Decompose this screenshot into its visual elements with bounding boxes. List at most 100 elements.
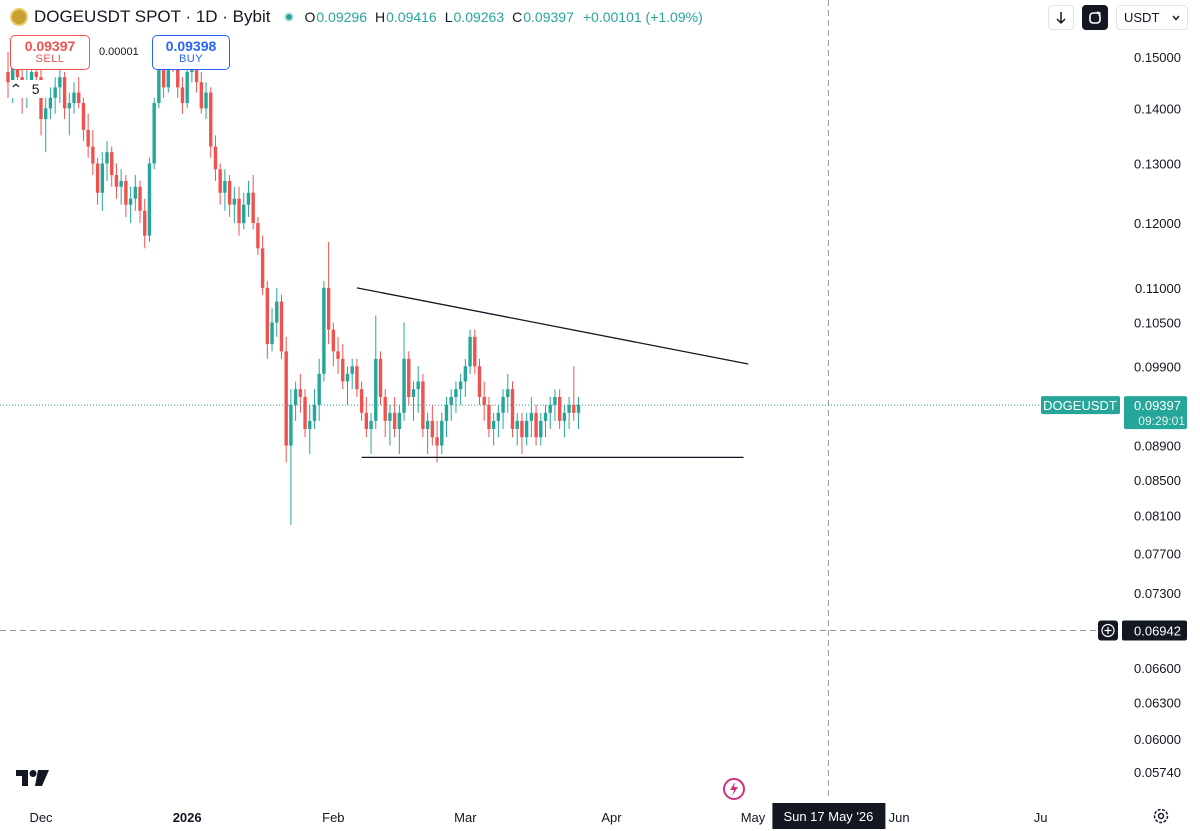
candle <box>133 175 138 211</box>
last-price-value: 0.09397 <box>1134 398 1181 413</box>
ohlc-change: +0.00101 (+1.09%) <box>582 9 703 25</box>
gear-icon[interactable] <box>1152 807 1170 825</box>
candle <box>515 412 519 446</box>
price-tick: 0.05740 <box>1134 765 1181 780</box>
top-toolbar: USDT <box>1048 5 1188 30</box>
candle <box>322 281 326 382</box>
time-tick: Jun <box>889 810 910 825</box>
candle <box>289 389 293 525</box>
candle <box>407 351 411 405</box>
sync-icon <box>1089 10 1101 24</box>
candle <box>359 381 364 421</box>
candle <box>520 412 524 454</box>
candle <box>67 92 71 136</box>
price-tick: 0.14000 <box>1134 101 1181 116</box>
sell-label: SELL <box>35 52 65 65</box>
time-tick: May <box>741 810 766 825</box>
candle <box>510 381 515 438</box>
candle <box>265 281 270 359</box>
indicators-toggle[interactable]: ⌃ 5 <box>8 80 44 98</box>
time-tick: 2026 <box>173 810 202 825</box>
candle <box>232 186 237 224</box>
candle <box>435 420 439 463</box>
candle <box>62 72 67 120</box>
candle <box>58 66 62 104</box>
candle <box>39 66 43 136</box>
time-tick: Dec <box>29 810 53 825</box>
price-tick: 0.06300 <box>1134 696 1181 711</box>
candle <box>227 175 232 217</box>
candle <box>218 163 222 205</box>
candle <box>204 82 208 120</box>
trendline-descending-resistance[interactable] <box>356 287 749 365</box>
crosshair-date-label: Sun 17 May '26 <box>772 803 886 829</box>
tradingview-logo[interactable] <box>16 770 50 788</box>
candle <box>539 412 543 446</box>
candle <box>364 396 369 438</box>
ohlc-low: L0.09263 <box>444 9 505 25</box>
candle <box>506 373 510 413</box>
symbol-title[interactable]: DOGEUSDT SPOT · 1D · Bybit <box>34 7 271 26</box>
candle <box>223 169 227 211</box>
sell-button[interactable]: 0.09397 SELL <box>10 35 90 70</box>
candle <box>543 404 548 438</box>
candle <box>293 381 298 421</box>
candle <box>496 404 501 438</box>
price-tick: 0.06600 <box>1134 661 1181 676</box>
candle <box>548 396 552 429</box>
candle <box>199 72 204 114</box>
candle <box>402 322 406 421</box>
candle <box>572 366 576 421</box>
arrow-down-icon <box>1056 11 1066 24</box>
candle <box>454 381 458 413</box>
buy-button[interactable]: 0.09398 BUY <box>152 35 230 70</box>
candle <box>242 192 246 230</box>
price-tick: 0.08900 <box>1134 439 1181 454</box>
candle <box>534 404 538 446</box>
candle <box>81 97 86 141</box>
currency-value: USDT <box>1124 10 1160 25</box>
candle <box>331 322 336 367</box>
candle <box>303 389 307 438</box>
symbol-header: DOGEUSDT SPOT · 1D · Bybit O0.09296 H0.0… <box>10 6 711 28</box>
candle <box>369 412 373 454</box>
candle <box>378 351 383 405</box>
candle <box>562 404 567 438</box>
candle <box>95 157 100 205</box>
candle <box>48 87 53 120</box>
candle <box>397 404 402 454</box>
candle <box>185 66 189 109</box>
last-price-symbol: DOGEUSDT <box>1043 398 1117 413</box>
candle <box>256 216 260 255</box>
candle <box>345 366 350 405</box>
chevron-up-icon: ⌃ <box>8 80 23 97</box>
candle <box>110 146 114 187</box>
sync-button[interactable] <box>1082 5 1108 30</box>
candle <box>119 169 123 205</box>
candle <box>350 358 354 390</box>
candle <box>355 358 359 397</box>
download-button[interactable] <box>1048 5 1074 30</box>
candle <box>275 287 279 337</box>
time-tick: Mar <box>454 810 477 825</box>
candle <box>124 175 128 217</box>
spread-value: 0.00001 <box>99 46 139 58</box>
candle <box>128 186 133 224</box>
price-tick: 0.13000 <box>1134 157 1181 172</box>
price-tick: 0.07300 <box>1134 586 1181 601</box>
bar-countdown: 09:29:01 <box>1138 414 1185 428</box>
candle <box>138 180 142 224</box>
sell-price: 0.09397 <box>24 38 76 54</box>
candle <box>86 113 90 158</box>
lightning-icon[interactable] <box>722 777 746 801</box>
candle <box>463 358 468 397</box>
currency-select[interactable]: USDT <box>1116 5 1188 30</box>
candle <box>430 404 435 446</box>
candle <box>260 235 265 295</box>
price-tick: 0.09900 <box>1134 359 1181 374</box>
candle <box>308 404 312 454</box>
candle <box>416 366 420 413</box>
